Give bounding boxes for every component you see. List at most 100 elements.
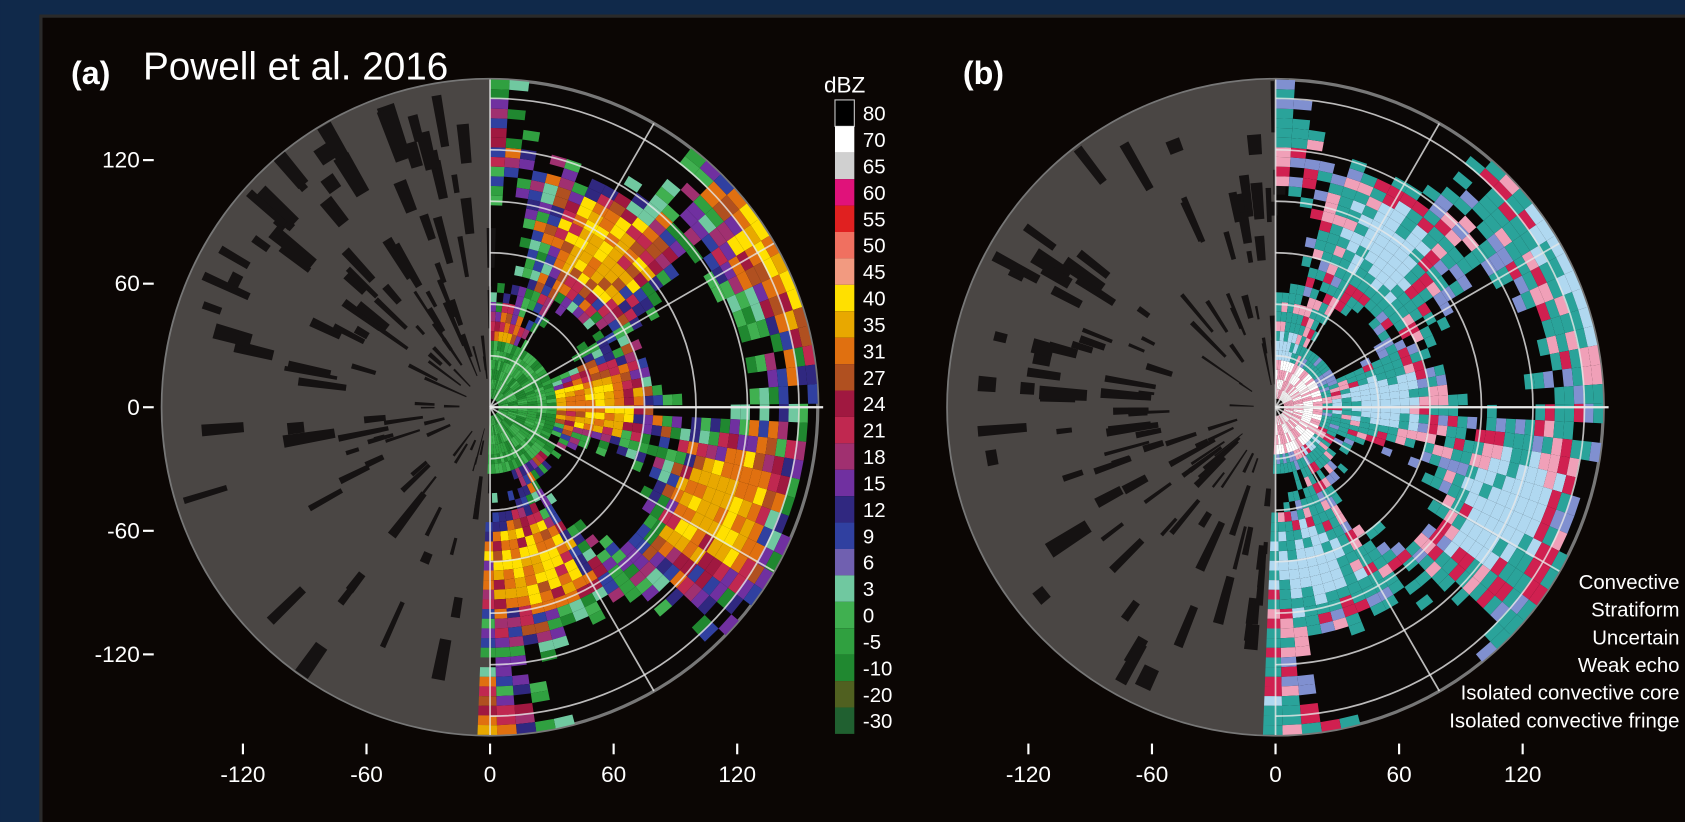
radar-echo <box>507 617 521 628</box>
colorbar-label: 0 <box>863 606 874 628</box>
radar-echo <box>1553 421 1564 439</box>
y-tick-label: 120 <box>102 148 140 173</box>
radar-echo <box>1408 422 1419 432</box>
radar-echo <box>1270 551 1279 561</box>
radar-echo <box>594 392 604 400</box>
radar-echo <box>505 148 521 159</box>
radar-echo <box>509 636 524 647</box>
colorbar-title: dBZ <box>824 72 866 97</box>
radar-echo <box>479 677 496 687</box>
radar-echo <box>1458 394 1468 406</box>
radar-echo <box>485 541 494 551</box>
radar-echo <box>1292 119 1310 130</box>
colorbar-label: 27 <box>863 368 886 390</box>
colorbar-label: 65 <box>863 156 886 178</box>
radar-echo <box>624 414 634 423</box>
radar-echo <box>1279 580 1290 590</box>
radar-echo <box>777 368 788 387</box>
radar-echo <box>516 586 529 597</box>
colorbar-label: 15 <box>863 473 886 495</box>
radar-echo <box>517 596 530 608</box>
radar-echo <box>1534 420 1545 437</box>
radar-echo <box>1409 388 1419 397</box>
colorbar-label: 3 <box>863 579 874 601</box>
radar-echo <box>496 695 514 706</box>
radar-echo <box>479 696 497 706</box>
radar-echo <box>566 401 576 406</box>
radar-echo <box>1279 589 1291 599</box>
colorbar-label: 18 <box>863 447 886 469</box>
y-tick-label: 0 <box>127 395 140 420</box>
colorbar-swatch <box>835 575 854 601</box>
colorbar-label: 9 <box>863 526 874 548</box>
radar-echo <box>1291 598 1304 609</box>
radar-echo <box>1410 397 1420 406</box>
colorbar-swatch <box>835 443 854 469</box>
radar-echo <box>1285 521 1293 531</box>
x-tick-label: 120 <box>718 762 756 787</box>
colorbar-swatch <box>835 100 854 126</box>
radar-echo <box>494 570 505 580</box>
radar-echo <box>1279 570 1290 580</box>
radar-echo <box>1293 617 1307 628</box>
colorbar-swatch <box>835 311 854 337</box>
radar-echo <box>493 551 502 561</box>
radar-echo <box>506 598 519 609</box>
colorbar-label: 24 <box>863 394 886 416</box>
radar-echo <box>496 686 514 697</box>
colorbar-label: 50 <box>863 236 886 258</box>
radar-echo <box>1300 577 1312 588</box>
radar-echo <box>767 370 778 388</box>
radar-echo <box>1438 415 1448 426</box>
colorbar-swatch <box>835 258 854 284</box>
radar-echo <box>1281 637 1296 647</box>
radar-echo <box>479 686 496 696</box>
radar-echo <box>1564 386 1574 404</box>
radar-echo <box>490 99 508 109</box>
radar-echo <box>495 637 510 647</box>
radar-echo <box>1562 368 1573 387</box>
radar-echo <box>670 427 681 439</box>
radar-echo <box>1298 674 1315 685</box>
radar-echo <box>769 387 779 404</box>
radar-echo <box>1294 626 1309 637</box>
radar-echo <box>480 667 496 677</box>
radar-echo <box>1278 522 1286 532</box>
radar-echo <box>1505 419 1516 434</box>
radar-echo <box>503 569 514 580</box>
radar-echo <box>1263 725 1283 735</box>
radar-panel-a <box>162 80 823 735</box>
radar-echo <box>778 386 788 404</box>
radar-echo <box>1269 570 1279 580</box>
radar-echo <box>1276 118 1293 128</box>
radar-echo <box>1276 176 1290 186</box>
radar-echo <box>1593 384 1603 404</box>
radar-echo <box>1573 385 1583 404</box>
radar-echo <box>1399 390 1409 399</box>
radar-echo <box>1265 677 1282 687</box>
citation: Powell et al. 2016 <box>143 46 448 89</box>
x-tick-label: -120 <box>1006 762 1051 787</box>
colorbar-swatch <box>835 232 854 258</box>
radar-echo <box>595 399 605 406</box>
radar-echo <box>1448 394 1458 405</box>
radar-echo <box>576 400 586 406</box>
radar-echo <box>490 80 510 90</box>
radar-echo <box>1342 402 1352 407</box>
radar-echo <box>1361 400 1371 406</box>
radar-echo <box>1456 427 1467 439</box>
colorbar-swatch <box>835 179 854 205</box>
radar-echo <box>631 378 642 388</box>
radar-echo <box>547 403 557 407</box>
radar-echo <box>805 364 817 384</box>
colorbar-label: 21 <box>863 421 886 443</box>
radar-echo <box>739 420 750 436</box>
colorbar-swatch <box>835 602 854 628</box>
radar-echo <box>515 187 529 198</box>
legend-entry: Convective <box>1579 572 1680 594</box>
radar-echo <box>1417 378 1428 388</box>
colorbar-swatch <box>835 153 854 179</box>
radar-echo <box>672 394 682 406</box>
radar-echo <box>1282 705 1301 716</box>
radar-echo <box>517 178 532 190</box>
